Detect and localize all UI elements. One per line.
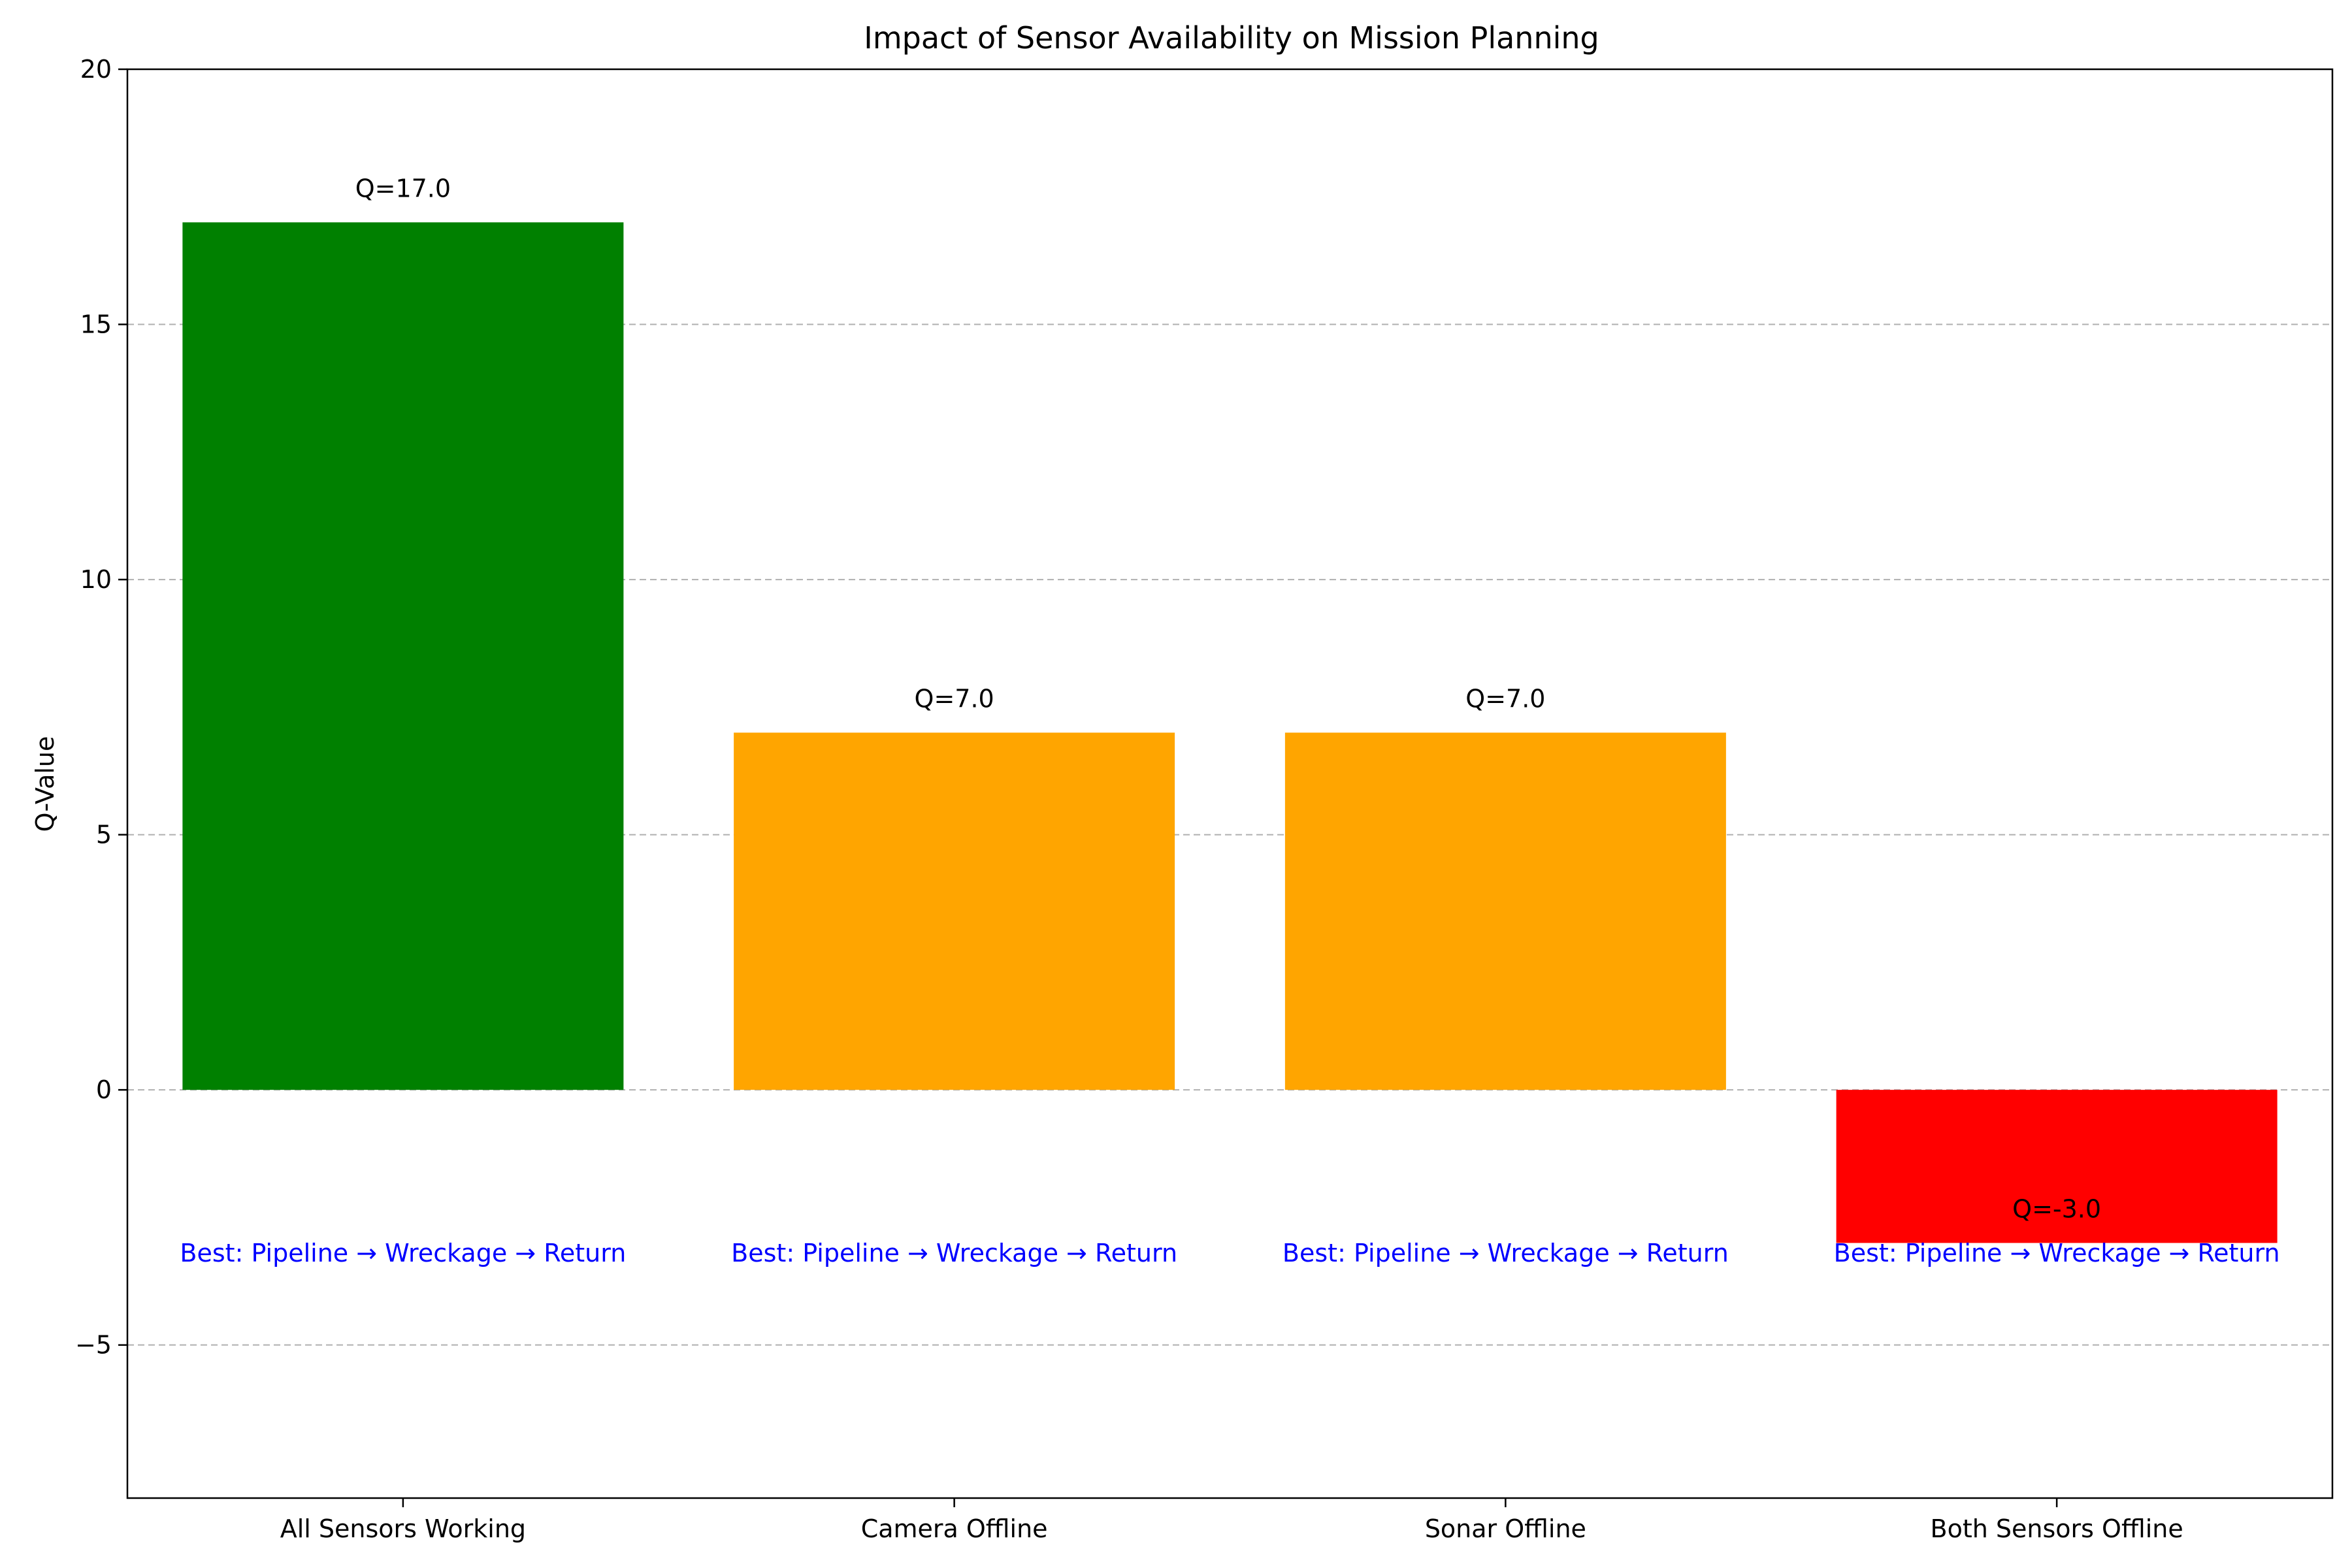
y-axis-ticks: −5 0 5 10 15 20	[75, 55, 127, 1360]
x-tick-label: Camera Offline	[861, 1514, 1048, 1543]
bar-value-label: Q=7.0	[915, 684, 994, 713]
x-tick-label: Sonar Offline	[1425, 1514, 1586, 1543]
x-tick-label: All Sensors Working	[280, 1514, 526, 1543]
best-path-annotation: Best: Pipeline → Wreckage → Return	[1282, 1239, 1729, 1267]
y-tick-label: 20	[80, 55, 112, 84]
bar-value-label: Q=7.0	[1465, 684, 1545, 713]
annotations: Best: Pipeline → Wreckage → Return Best: …	[180, 1239, 2279, 1267]
x-tick-label: Both Sensors Offline	[1931, 1514, 2183, 1543]
best-path-annotation: Best: Pipeline → Wreckage → Return	[1834, 1239, 2280, 1267]
bar-value-label: Q=17.0	[355, 174, 451, 203]
value-labels: Q=17.0 Q=7.0 Q=7.0 Q=-3.0	[355, 174, 2101, 1223]
y-tick-label: −5	[75, 1331, 112, 1360]
y-tick-label: 0	[96, 1075, 112, 1104]
chart-title: Impact of Sensor Availability on Mission…	[864, 20, 1599, 56]
y-tick-label: 15	[80, 310, 112, 339]
y-tick-label: 10	[80, 565, 112, 594]
bar	[1284, 732, 1726, 1090]
bar	[734, 732, 1175, 1090]
best-path-annotation: Best: Pipeline → Wreckage → Return	[180, 1239, 626, 1267]
bar-value-label: Q=-3.0	[2012, 1194, 2101, 1223]
plot-frame	[126, 68, 2334, 1499]
bar	[1836, 1090, 2278, 1243]
bars	[182, 222, 2278, 1243]
bar	[182, 222, 624, 1090]
x-axis-ticks: All Sensors Working Camera Offline Sonar O…	[280, 1498, 2183, 1543]
y-tick-label: 5	[96, 821, 112, 849]
y-axis-label: Q-Value	[31, 736, 59, 832]
best-path-annotation: Best: Pipeline → Wreckage → Return	[731, 1239, 1177, 1267]
